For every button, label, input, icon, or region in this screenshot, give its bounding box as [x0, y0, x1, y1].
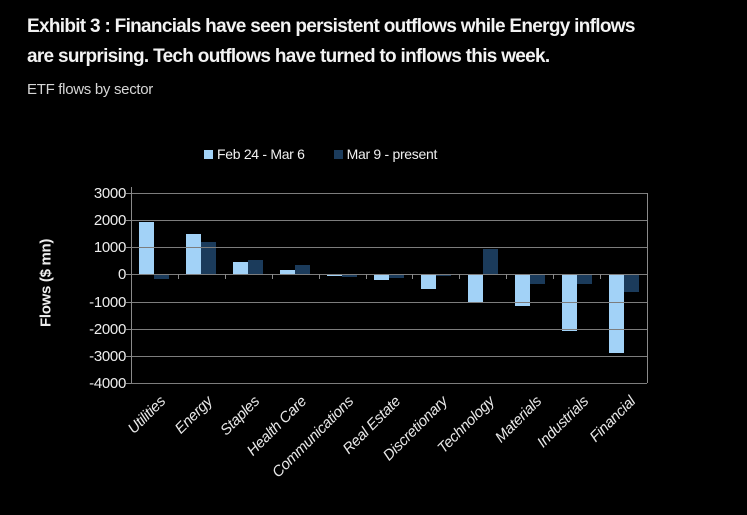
bar-staples-s1 [248, 259, 264, 275]
gridline [131, 247, 647, 249]
legend-item-week1: Feb 24 - Mar 6 [204, 146, 305, 162]
bar-financial-s0 [608, 274, 624, 354]
y-axis-tick [126, 355, 131, 357]
chart-subtitle: ETF flows by sector [27, 81, 153, 98]
x-axis-tick [459, 274, 461, 280]
bar-materials-s1 [529, 274, 545, 284]
chart-legend: Feb 24 - Mar 6 Mar 9 - present [204, 146, 437, 162]
gridline [131, 383, 647, 384]
gridline [131, 355, 647, 357]
y-axis-tick [126, 383, 131, 384]
x-axis-tick [647, 274, 648, 280]
y-tick-label: 3000 [93, 185, 126, 202]
bar-industrials-s0 [561, 274, 577, 332]
y-tick-label: -4000 [89, 375, 126, 392]
y-axis-tick [126, 247, 131, 249]
bar-energy-s1 [201, 241, 217, 275]
bar-industrials-s1 [576, 274, 592, 284]
y-axis-tick [126, 328, 131, 330]
plot-right-border [647, 193, 648, 383]
x-axis-tick [365, 274, 367, 280]
legend-item-week2: Mar 9 - present [333, 146, 438, 162]
y-axis-tick [126, 220, 131, 222]
legend-swatch-dark-icon [333, 149, 343, 159]
x-axis-tick [318, 274, 320, 280]
bar-real-estate-s1 [389, 274, 404, 278]
y-tick-label: 1000 [93, 239, 126, 257]
bar-technology-s1 [482, 249, 498, 275]
y-axis-tick [126, 301, 131, 303]
gridline [131, 220, 647, 222]
exhibit-title-line2: are surprising. Tech outflows have turne… [27, 46, 550, 67]
bar-technology-s0 [467, 274, 483, 302]
bar-energy-s0 [186, 233, 202, 275]
gridline [131, 301, 647, 303]
x-axis-zero-line [131, 274, 647, 276]
exhibit-title-line1: Exhibit 3 : Financials have seen persist… [27, 16, 635, 37]
legend-label-week2: Mar 9 - present [346, 146, 438, 162]
y-axis-tick [126, 274, 131, 276]
y-tick-label: -1000 [89, 293, 126, 311]
legend-swatch-light-icon [204, 149, 213, 159]
y-tick-label: 2000 [93, 212, 126, 230]
x-axis-tick [600, 274, 602, 280]
bar-utilities-s1 [154, 274, 170, 280]
legend-label-week1: Feb 24 - Mar 6 [217, 146, 305, 162]
gridline [131, 328, 647, 330]
y-axis-tick [126, 193, 131, 194]
y-tick-label: -3000 [89, 347, 126, 365]
x-axis-tick [224, 274, 226, 280]
x-axis-tick [177, 274, 179, 280]
bar-discretionary-s0 [420, 274, 436, 289]
x-axis-tick [131, 274, 132, 280]
gridline [131, 193, 647, 194]
x-axis-tick [553, 274, 555, 280]
x-axis-tick [412, 274, 414, 280]
y-tick-label: -2000 [89, 320, 126, 338]
bar-health-care-s0 [280, 269, 296, 275]
bar-communications-s1 [342, 274, 358, 278]
bar-health-care-s1 [295, 264, 311, 275]
bar-materials-s0 [514, 274, 530, 306]
y-axis-line [131, 187, 132, 383]
bar-financial-s1 [623, 274, 639, 293]
bar-real-estate-s0 [374, 274, 389, 280]
y-tick-label: 0 [117, 266, 126, 284]
bar-staples-s0 [233, 262, 249, 275]
x-axis-tick [271, 274, 273, 280]
x-axis-tick [506, 274, 508, 280]
